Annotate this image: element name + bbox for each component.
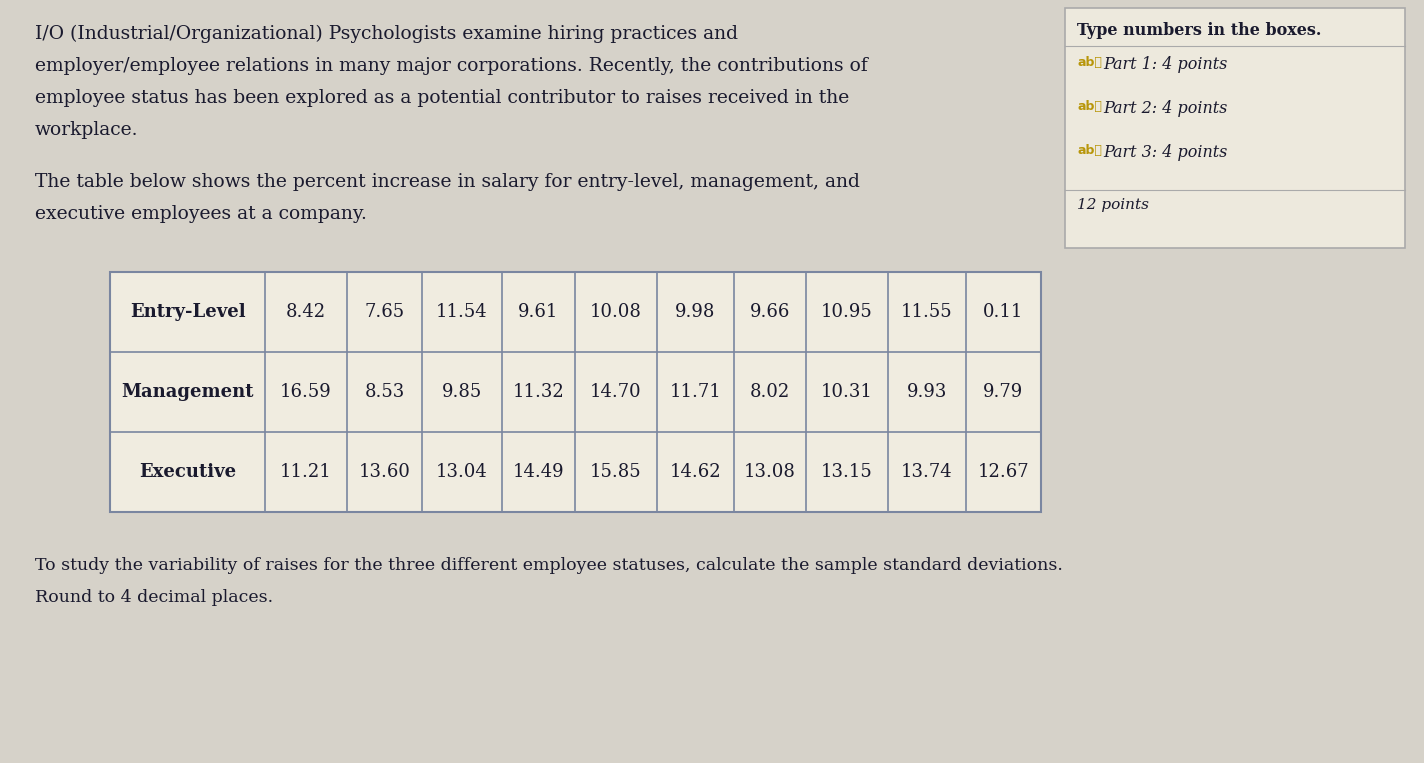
Text: ab␥: ab␥ (1077, 144, 1102, 157)
Text: 14.70: 14.70 (590, 383, 642, 401)
Text: 13.74: 13.74 (901, 463, 953, 481)
Text: 9.61: 9.61 (518, 303, 558, 321)
Text: Round to 4 decimal places.: Round to 4 decimal places. (36, 589, 273, 606)
Bar (1065, 8, 1405, 248)
Text: 10.95: 10.95 (822, 303, 873, 321)
Text: 11.71: 11.71 (669, 383, 722, 401)
Text: Executive: Executive (140, 463, 236, 481)
Text: 8.42: 8.42 (286, 303, 326, 321)
Text: 11.54: 11.54 (436, 303, 488, 321)
Text: 12.67: 12.67 (978, 463, 1030, 481)
Text: executive employees at a company.: executive employees at a company. (36, 205, 367, 223)
Text: ab␥: ab␥ (1077, 56, 1102, 69)
Text: To study the variability of raises for the three different employee statuses, ca: To study the variability of raises for t… (36, 557, 1062, 574)
Text: 0.11: 0.11 (984, 303, 1024, 321)
Text: 12 points: 12 points (1077, 198, 1149, 212)
Text: 9.93: 9.93 (907, 383, 947, 401)
Text: Part 2: 4 points: Part 2: 4 points (1104, 100, 1227, 117)
Text: Type numbers in the boxes.: Type numbers in the boxes. (1077, 22, 1321, 39)
Text: 8.02: 8.02 (750, 383, 790, 401)
Text: Part 3: 4 points: Part 3: 4 points (1104, 144, 1227, 161)
Text: 13.04: 13.04 (436, 463, 488, 481)
Text: Part 1: 4 points: Part 1: 4 points (1104, 56, 1227, 73)
Text: 13.60: 13.60 (359, 463, 410, 481)
Text: Entry-Level: Entry-Level (130, 303, 245, 321)
Text: 10.08: 10.08 (590, 303, 642, 321)
Text: employee status has been explored as a potential contributor to raises received : employee status has been explored as a p… (36, 89, 849, 107)
Text: 9.79: 9.79 (984, 383, 1024, 401)
Text: ab␥: ab␥ (1077, 100, 1102, 113)
Text: 9.66: 9.66 (750, 303, 790, 321)
Text: employer/employee relations in many major corporations. Recently, the contributi: employer/employee relations in many majo… (36, 57, 867, 75)
Text: 15.85: 15.85 (590, 463, 642, 481)
Text: 13.08: 13.08 (745, 463, 796, 481)
Text: The table below shows the percent increase in salary for entry-level, management: The table below shows the percent increa… (36, 173, 860, 191)
Text: 9.85: 9.85 (441, 383, 483, 401)
Text: 11.55: 11.55 (901, 303, 953, 321)
Text: 10.31: 10.31 (822, 383, 873, 401)
Text: 13.15: 13.15 (822, 463, 873, 481)
Text: 16.59: 16.59 (281, 383, 332, 401)
Text: 14.62: 14.62 (669, 463, 722, 481)
Text: Management: Management (121, 383, 253, 401)
Text: 7.65: 7.65 (365, 303, 404, 321)
Text: 9.98: 9.98 (675, 303, 716, 321)
Text: workplace.: workplace. (36, 121, 138, 139)
Text: 14.49: 14.49 (513, 463, 564, 481)
Text: 8.53: 8.53 (365, 383, 404, 401)
Text: I/O (Industrial/Organizational) Psychologists examine hiring practices and: I/O (Industrial/Organizational) Psycholo… (36, 25, 738, 43)
Bar (110, 272, 1041, 512)
Text: 11.32: 11.32 (513, 383, 564, 401)
Text: 11.21: 11.21 (281, 463, 332, 481)
